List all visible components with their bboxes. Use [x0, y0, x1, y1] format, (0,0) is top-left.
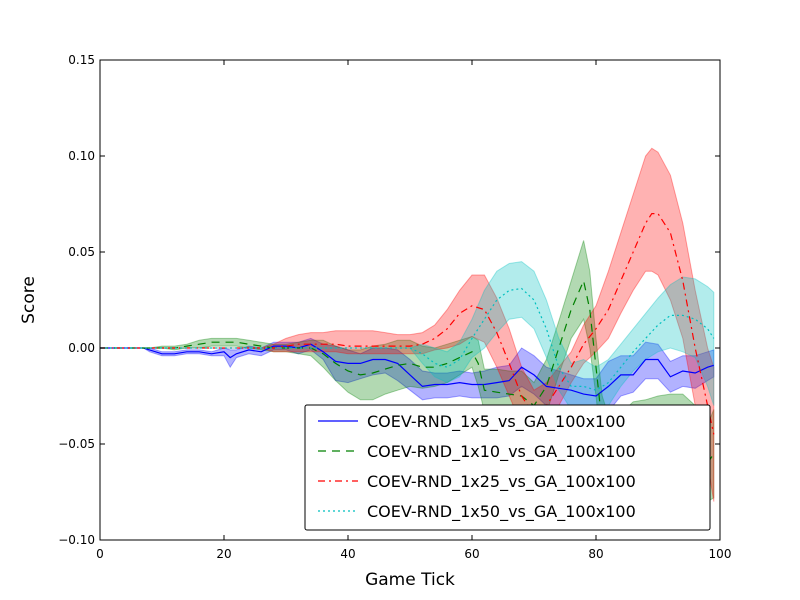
y-tick-label: 0.15 [68, 53, 95, 67]
x-tick-label: 0 [96, 547, 104, 561]
x-tick-label: 40 [340, 547, 355, 561]
legend-label-1: COEV-RND_1x5_vs_GA_100x100 [367, 412, 626, 432]
line-series-1 [100, 343, 714, 397]
plot-frame [99, 59, 721, 541]
legend-label-3: COEV-RND_1x25_vs_GA_100x100 [367, 472, 636, 492]
y-tick-label: −0.10 [58, 533, 95, 547]
band-series-1 [100, 337, 715, 414]
y-axis-label: Score [19, 276, 39, 324]
band-series-4 [100, 261, 715, 416]
legend: COEV-RND_1x5_vs_GA_100x100 COEV-RND_1x10_… [304, 404, 711, 531]
y-tick-label: 0.00 [68, 341, 95, 355]
line-series-3 [100, 213, 715, 435]
x-tick-label: 20 [216, 547, 231, 561]
x-tick-label: 60 [464, 547, 479, 561]
x-axis-label: Game Tick [365, 570, 455, 590]
y-tick-labels: −0.10 −0.05 0.00 0.05 0.10 0.15 [58, 53, 95, 547]
x-tick-label: 80 [588, 547, 603, 561]
y-tick-label: 0.10 [68, 149, 95, 163]
axis-ticks [99, 59, 721, 541]
y-tick-label: −0.05 [58, 437, 95, 451]
legend-label-4: COEV-RND_1x50_vs_GA_100x100 [367, 502, 636, 522]
x-tick-labels: 0 20 40 60 80 100 [96, 547, 731, 561]
y-tick-label: 0.05 [68, 245, 95, 259]
band-series-2 [100, 240, 715, 503]
legend-label-2: COEV-RND_1x10_vs_GA_100x100 [367, 442, 636, 462]
x-tick-label: 100 [709, 547, 732, 561]
legend-box [304, 404, 711, 531]
